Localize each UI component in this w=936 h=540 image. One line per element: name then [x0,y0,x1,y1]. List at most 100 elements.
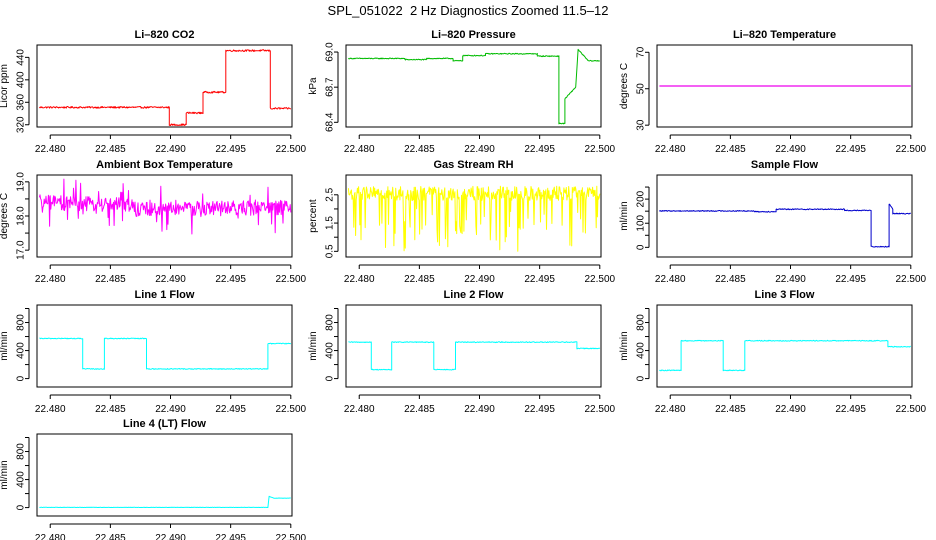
y-axis: 0 400 800 [325,308,339,381]
x-tick-label: 22.485 [404,274,435,285]
x-tick-label: 22.490 [775,144,806,155]
y-axis-label: kPa [308,77,319,95]
chart-panel: Ambient Box Temperature 22.480 22.485 22.49… [0,159,307,285]
plot-frame [656,174,913,258]
x-axis: 22.480 22.485 22.490 22.495 22.500 [35,264,307,285]
chart-panel: Sample Flow 22.480 22.485 22.490 22.495 22.50… [619,159,927,285]
y-tick-label: 400 [16,71,27,88]
x-tick-label: 22.490 [464,404,495,415]
y-tick-label: 0.5 [325,244,336,258]
y-tick-label: 400 [325,342,336,359]
x-tick-label: 22.480 [655,144,686,155]
x-tick-label: 22.495 [215,533,246,540]
x-tick-label: 22.500 [896,144,927,155]
y-axis-label: degrees C [619,63,630,109]
y-axis: 320 360 400 440 [16,49,30,133]
y-tick-label: 400 [16,471,27,488]
plot-frame [36,433,293,517]
y-axis: 0 400 800 [636,308,650,381]
y-tick-label: 50 [636,83,647,95]
x-tick-label: 22.485 [715,144,746,155]
x-tick-label: 22.485 [95,144,126,155]
y-tick-label: 0 [636,375,647,381]
x-tick-label: 22.495 [524,144,555,155]
x-tick-label: 22.500 [276,404,307,415]
y-axis: 0 400 800 [16,437,30,510]
y-axis: 0.5 1.5 2.5 [325,187,339,258]
x-axis: 22.480 22.485 22.490 22.495 22.500 [35,523,307,540]
x-tick-label: 22.495 [524,274,555,285]
x-tick-label: 22.490 [464,144,495,155]
x-tick-label: 22.500 [896,274,927,285]
series-line [347,185,601,252]
x-tick-label: 22.500 [276,533,307,540]
y-axis: 0 400 800 [16,308,30,381]
y-tick-label: 2.5 [325,187,336,201]
x-tick-label: 22.480 [655,404,686,415]
x-tick-label: 22.485 [715,274,746,285]
y-tick-label: 400 [636,342,647,359]
chart-title: Line 1 Flow [135,289,195,301]
x-tick-label: 22.495 [524,404,555,415]
plot-frame [656,44,913,128]
x-tick-label: 22.485 [95,274,126,285]
x-tick-label: 22.485 [404,144,435,155]
chart-panel: Line 1 Flow 22.480 22.485 22.490 22.495 22.50… [0,289,307,415]
x-tick-label: 22.490 [155,404,186,415]
x-tick-label: 22.495 [215,274,246,285]
y-axis-label: Licor ppm [0,64,10,108]
x-tick-label: 22.495 [835,404,866,415]
x-tick-label: 22.490 [464,274,495,285]
y-axis-label: ml/min [0,460,10,489]
x-tick-label: 22.495 [215,144,246,155]
y-tick-label: 0 [636,244,647,250]
chart-title: Line 4 (LT) Flow [123,418,206,430]
chart-title: Gas Stream RH [433,159,513,171]
y-tick-label: 68.7 [325,77,336,97]
x-tick-label: 22.485 [715,404,746,415]
y-tick-label: 440 [16,49,27,66]
y-tick-label: 100 [636,214,647,231]
plot-frame [36,174,293,258]
y-axis-label: degrees C [0,193,10,239]
chart-panel: Line 4 (LT) Flow 22.480 22.485 22.490 22.495… [0,418,307,540]
y-tick-label: 69.0 [325,42,336,62]
series-line [38,178,292,235]
y-tick-label: 68.4 [325,112,336,132]
y-tick-label: 800 [325,314,336,331]
y-tick-label: 0 [325,375,336,381]
plot-frame [345,44,602,128]
series-line [348,48,600,125]
plot-frame [656,304,913,388]
series-line [39,495,291,508]
y-tick-label: 17.0 [16,240,27,260]
x-tick-label: 22.480 [344,144,375,155]
y-tick-label: 320 [16,116,27,133]
chart-panel: Line 3 Flow 22.480 22.485 22.490 22.495 22.50… [619,289,927,415]
series-line [659,339,911,372]
y-tick-label: 0 [16,504,27,510]
y-tick-label: 360 [16,94,27,111]
x-tick-label: 22.490 [775,404,806,415]
x-tick-label: 22.480 [35,274,66,285]
y-tick-label: 800 [16,443,27,460]
chart-title: Line 3 Flow [755,289,815,301]
x-tick-label: 22.485 [95,404,126,415]
chart-panel: Line 2 Flow 22.480 22.485 22.490 22.495 22.50… [308,289,616,415]
x-tick-label: 22.490 [155,533,186,540]
x-tick-label: 22.485 [95,533,126,540]
plot-frame [345,304,602,388]
x-tick-label: 22.500 [585,144,616,155]
y-tick-label: 200 [636,190,647,207]
x-tick-label: 22.480 [35,404,66,415]
y-axis: 17.0 18.0 19.0 [16,172,30,260]
y-axis-label: ml/min [308,331,319,360]
y-tick-label: 30 [636,119,647,131]
x-tick-label: 22.480 [344,274,375,285]
chart-title: Ambient Box Temperature [96,159,233,171]
chart-title: Li–820 CO2 [135,29,195,41]
plot-frame [36,44,293,128]
x-tick-label: 22.500 [585,274,616,285]
